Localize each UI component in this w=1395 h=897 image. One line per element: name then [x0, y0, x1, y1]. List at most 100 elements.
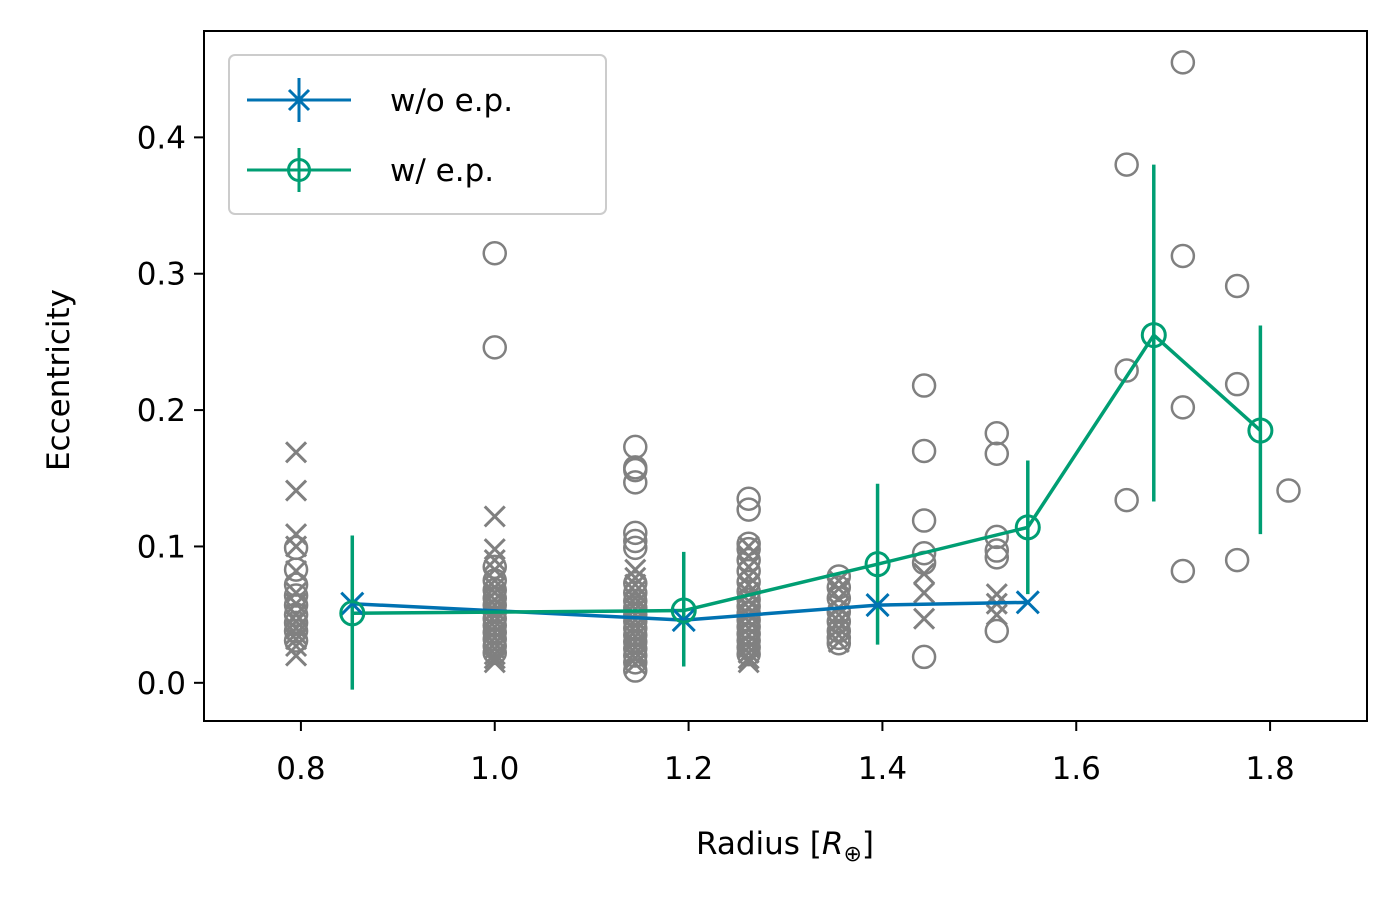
- scatter-circle-point: [911, 541, 937, 566]
- scatter-circle-point: [1224, 547, 1250, 573]
- scatter-circle-point: [283, 610, 309, 636]
- scatter-circle-point: [623, 658, 648, 683]
- scatter-circle-point: [1170, 395, 1196, 420]
- scatter-circle-point: [736, 621, 761, 646]
- scatter-circle-point: [1170, 243, 1196, 269]
- scatter-circle-point: [736, 531, 761, 556]
- scatter-circle-point: [482, 613, 507, 638]
- series-lines-layer: [352, 333, 1262, 622]
- scatter-circle-point: [826, 625, 852, 651]
- marker-circle-w-ep: [1014, 514, 1041, 541]
- scatter-circle-point: [1114, 152, 1139, 177]
- scatter-circle-point: [623, 535, 648, 561]
- scatter-circle-point: [1170, 558, 1196, 584]
- x-tick-label: 1.4: [858, 751, 907, 787]
- scatter-circle-point: [283, 602, 309, 627]
- legend: w/o e.p. w/ e.p.: [228, 54, 607, 215]
- scatter-circle-point: [984, 421, 1010, 446]
- scatter-circle-point: [623, 520, 648, 546]
- scatter-circle-point: [482, 568, 507, 593]
- marker-circle-w-ep: [670, 597, 697, 624]
- scatter-circle-point: [911, 644, 937, 670]
- scatter-circle-point: [984, 441, 1010, 466]
- scatter-circle-point: [1114, 487, 1139, 513]
- marker-circle-w-ep: [339, 600, 366, 627]
- scatter-circle-point: [623, 528, 648, 554]
- marker-x-wo-ep: [865, 593, 890, 618]
- marker-x-wo-ep: [1015, 590, 1040, 615]
- x-tick-label: 1.2: [664, 751, 713, 787]
- scatter-cross-point: [624, 630, 647, 653]
- scatter-circle-point: [736, 641, 761, 667]
- legend-item-w-ep: w/ e.p.: [247, 148, 494, 192]
- marker-circle-w-ep: [864, 551, 891, 578]
- scatter-circle-point: [984, 618, 1010, 644]
- plot-area-frame: [203, 30, 1368, 722]
- scatter-circle-point: [482, 626, 507, 652]
- scatter-circle-point: [623, 571, 648, 596]
- scatter-circle-point: [482, 592, 507, 618]
- scatter-cross-point: [985, 583, 1008, 606]
- marker-x-wo-ep: [340, 591, 365, 616]
- x-tick-label: 0.8: [276, 751, 325, 787]
- legend-w-ep-label: w/ e.p.: [390, 153, 494, 189]
- scatter-cross-point: [483, 621, 506, 644]
- marker-circle-w-ep: [1247, 417, 1274, 444]
- scatter-circle-point: [623, 434, 648, 460]
- scatter-circle-point: [1170, 50, 1196, 75]
- scatter-circle-point: [623, 457, 648, 483]
- x-tick-label: 1.0: [470, 751, 519, 787]
- scatter-circle-point: [736, 497, 761, 522]
- scatter-circle-point: [283, 572, 309, 597]
- scatter-circle-point: [826, 631, 852, 656]
- scatter-circle-point: [482, 620, 507, 645]
- scatter-circle-point: [984, 538, 1010, 563]
- x-tick-label: 1.6: [1052, 751, 1101, 787]
- legend-box: [228, 54, 607, 215]
- x-axis-ticks: 0.8 1.0 1.2 1.4 1.6 1.8: [276, 721, 1295, 787]
- y-axis-label: Eccentricity: [41, 289, 77, 471]
- y-tick-label: 0.2: [137, 393, 186, 429]
- scatter-circle-point: [984, 545, 1010, 570]
- scatter-cross-point: [913, 607, 936, 630]
- scatter-cross-point: [285, 441, 308, 464]
- scatter-circle-point: [623, 650, 648, 675]
- scatter-circle-point: [283, 628, 309, 653]
- scatter-circle-point: [623, 622, 648, 648]
- scatter-circle-point: [482, 335, 507, 360]
- y-axis-ticks: 0.0 0.1 0.2 0.3 0.4: [137, 120, 204, 702]
- y-tick-label: 0.1: [137, 529, 186, 565]
- scatter-circle-point: [1224, 273, 1250, 299]
- scatter-circle-point: [911, 438, 937, 464]
- scatter-circle-point: [826, 618, 852, 644]
- scatter-circle-point: [826, 599, 852, 625]
- scatter-circle-point: [482, 633, 507, 659]
- scatter-circle-point: [736, 635, 761, 660]
- scatter-circle-point: [283, 618, 309, 644]
- series-markers-layer: [339, 322, 1274, 633]
- legend-wo-ep-label: w/o e.p.: [390, 83, 513, 119]
- scatter-circle-point: [736, 486, 761, 511]
- scatter-cross-point: [285, 479, 308, 502]
- scatter-circle-point: [736, 607, 761, 633]
- scatter-layer: [283, 50, 1301, 683]
- scatter-circle-point: [283, 557, 309, 582]
- scatter-circle-point: [482, 606, 507, 631]
- scatter-circle-point: [826, 575, 852, 600]
- scatter-circle-point: [283, 592, 309, 618]
- scatter-circle-point: [482, 241, 507, 266]
- scatter-circle-point: [736, 558, 761, 584]
- legend-item-wo-ep: w/o e.p.: [247, 78, 513, 122]
- scatter-cross-point: [624, 603, 647, 626]
- x-tick-label: 1.8: [1245, 751, 1294, 787]
- scatter-cross-point: [483, 647, 506, 670]
- marker-x-wo-ep: [671, 608, 696, 633]
- scatter-circle-point: [283, 583, 309, 608]
- scatter-cross-point: [483, 549, 506, 572]
- y-tick-label: 0.4: [137, 120, 186, 156]
- scatter-cross-point: [913, 581, 936, 604]
- scatter-cross-point: [483, 505, 506, 528]
- legend-wo-ep-x-marker: [287, 88, 311, 112]
- scatter-circle-point: [736, 628, 761, 653]
- scatter-circle-point: [736, 587, 761, 612]
